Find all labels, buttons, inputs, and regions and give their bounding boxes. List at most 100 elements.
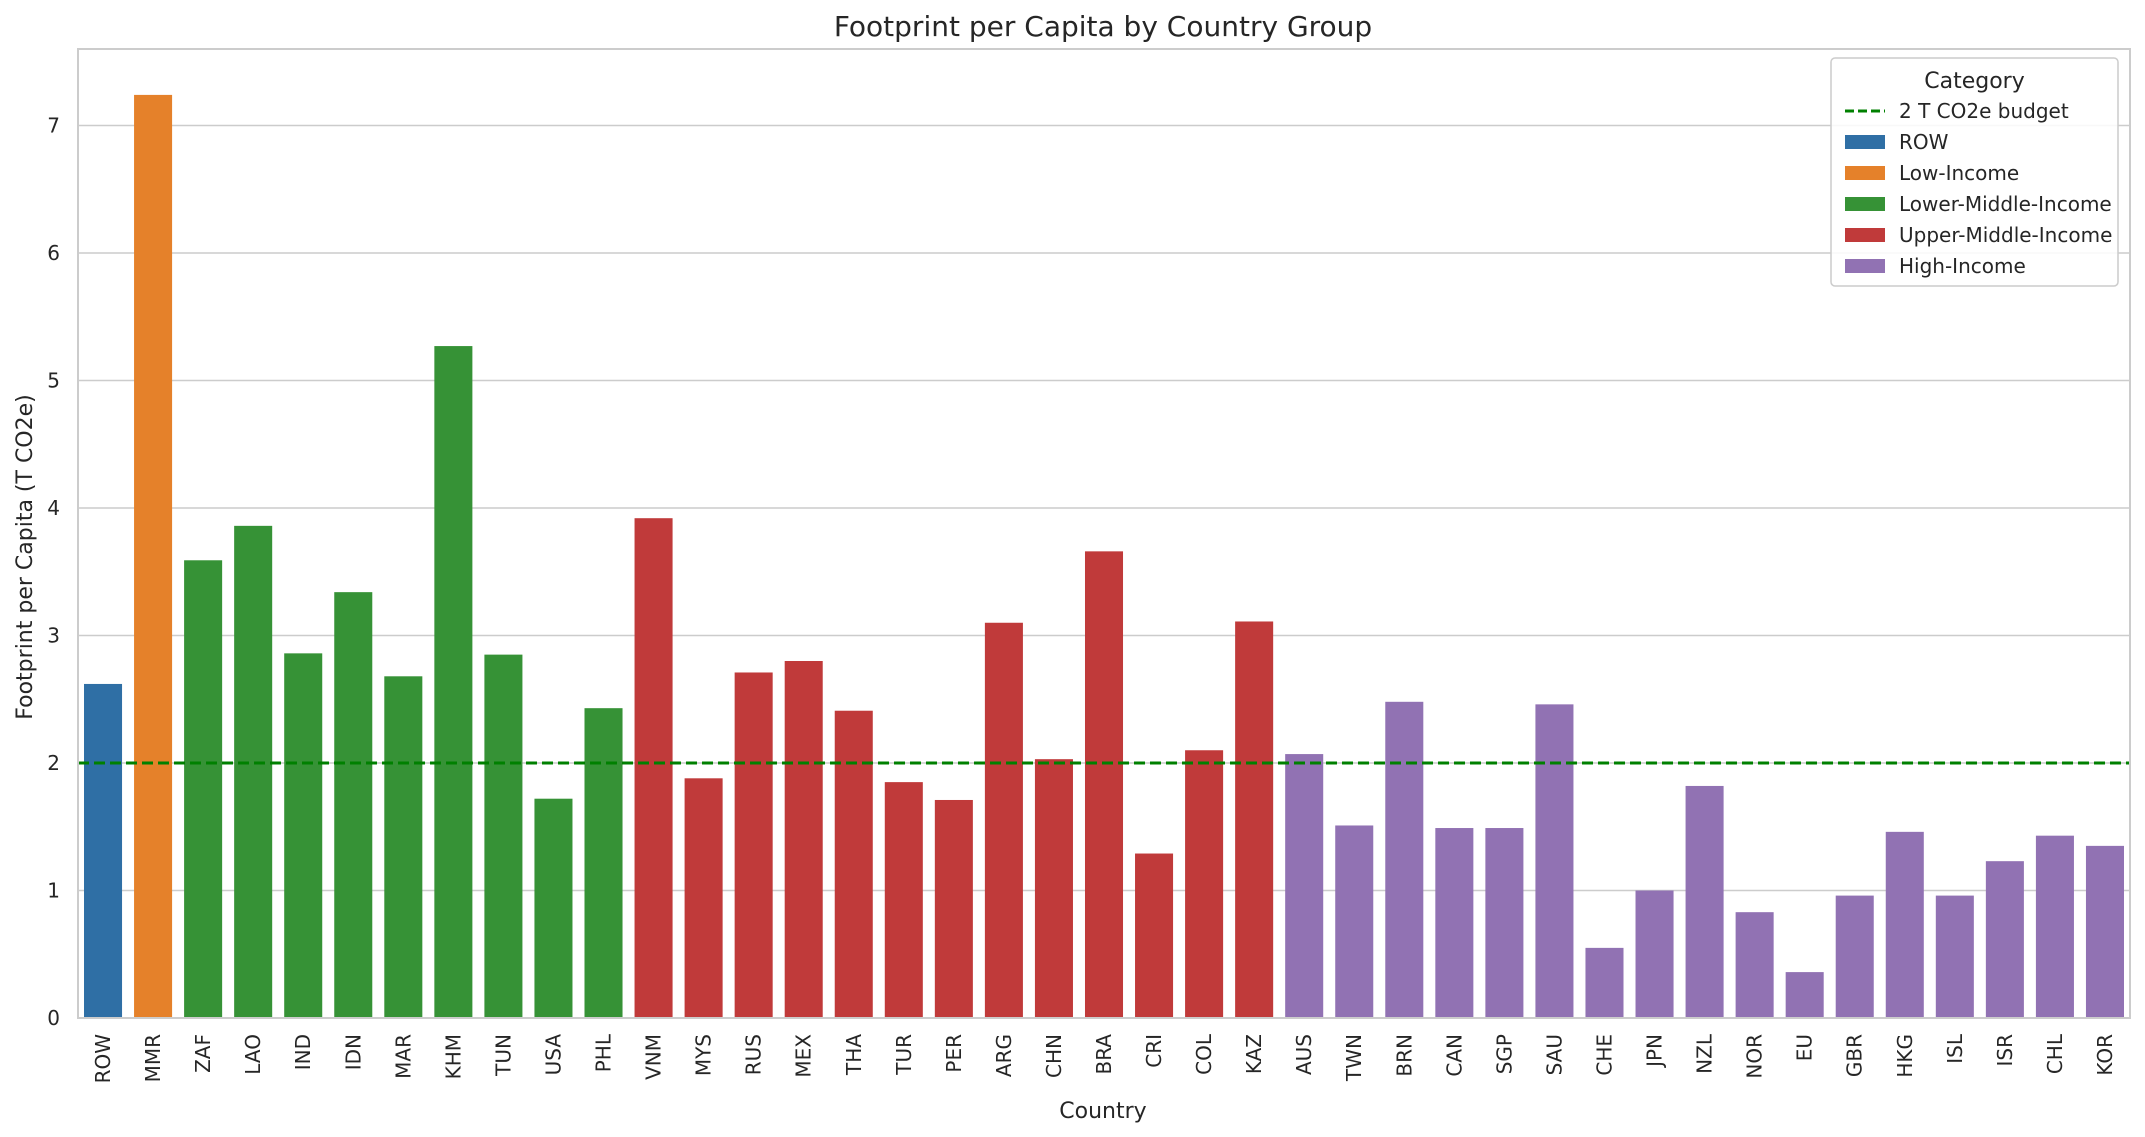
x-tick-label: SAU — [1542, 1034, 1566, 1075]
bar-mex — [784, 661, 823, 1018]
x-tick-label: SGP — [1492, 1034, 1516, 1074]
bar-bra — [1084, 551, 1124, 1018]
x-tick-label: MAR — [391, 1034, 415, 1079]
x-tick-label: RUS — [742, 1034, 766, 1075]
bar-phl — [584, 708, 623, 1018]
y-tick-label: 6 — [47, 241, 60, 265]
bar-rus — [734, 672, 773, 1018]
bar-chn — [1034, 759, 1073, 1018]
bars — [84, 94, 2124, 1018]
x-tick-label: COL — [1192, 1033, 1216, 1075]
x-tick-label: BRA — [1092, 1034, 1116, 1075]
x-tick-label: MYS — [692, 1034, 716, 1076]
legend-label: High-Income — [1899, 254, 2026, 278]
bar-mmr — [134, 94, 173, 1018]
x-tick-label: TUN — [491, 1034, 515, 1077]
legend-title: Category — [1924, 69, 2025, 94]
bar-tun — [484, 654, 523, 1018]
x-tick-label: AUS — [1292, 1034, 1316, 1075]
bar-nor — [1735, 912, 1774, 1018]
y-tick-labels: 0 1 2 3 4 5 6 7 — [47, 114, 60, 1031]
bar-isl — [1935, 895, 1974, 1018]
x-tick-label: ISR — [1993, 1034, 2017, 1067]
y-tick-label: 3 — [47, 624, 60, 648]
plot-frame — [77, 48, 2131, 1019]
x-tick-label: EU — [1793, 1034, 1817, 1061]
bar-che — [1585, 947, 1624, 1018]
bar-eu — [1785, 972, 1824, 1018]
x-tick-label: VNM — [642, 1034, 666, 1080]
chart-title: Footprint per Capita by Country Group — [834, 10, 1372, 43]
x-tick-label: JPN — [1643, 1034, 1667, 1069]
bar-lao — [234, 525, 273, 1018]
legend-label: Low-Income — [1899, 161, 2019, 185]
legend-box — [1830, 57, 2119, 287]
bar-sau — [1535, 704, 1574, 1018]
x-tick-label: ZAF — [191, 1034, 215, 1073]
legend-swatch — [1845, 135, 1885, 149]
bar-twn — [1335, 825, 1374, 1018]
bar-vnm — [634, 518, 673, 1018]
bar-col — [1185, 750, 1224, 1018]
bar-brn — [1385, 701, 1424, 1018]
x-tick-label: TUR — [892, 1034, 916, 1076]
bar-per — [934, 799, 973, 1018]
bar-row — [84, 683, 123, 1018]
x-tick-label: ARG — [992, 1034, 1016, 1077]
bar-arg — [984, 622, 1023, 1018]
bar-cri — [1135, 853, 1174, 1018]
x-tick-label: USA — [541, 1034, 565, 1076]
x-tick-label: LAO — [241, 1034, 265, 1075]
y-tick-label: 5 — [47, 369, 60, 393]
legend-swatch — [1845, 228, 1885, 242]
legend: Category 2 T CO2e budget ROW Low-Income Lowe… — [1830, 57, 2119, 287]
x-tick-label: IDN — [341, 1034, 365, 1070]
legend-label: Upper-Middle-Income — [1899, 223, 2112, 247]
bar-mar — [384, 676, 423, 1018]
bar-kaz — [1235, 621, 1274, 1018]
x-tick-labels: ROW MMR ZAF LAO IND IDN MAR KHM TUN USA PHL VNM MYS R… — [91, 1033, 2117, 1083]
y-tick-label: 2 — [47, 751, 60, 775]
bar-gbr — [1835, 895, 1874, 1018]
x-tick-label: MEX — [792, 1034, 816, 1078]
x-tick-label: PHL — [592, 1033, 616, 1072]
bar-can — [1435, 828, 1474, 1018]
x-tick-label: PER — [942, 1034, 966, 1073]
bar-ind — [284, 653, 323, 1018]
bar-idn — [334, 592, 373, 1018]
x-tick-label: IND — [291, 1034, 315, 1070]
x-tick-label: CHN — [1042, 1034, 1066, 1078]
y-tick-label: 1 — [47, 879, 60, 903]
x-tick-label: KOR — [2093, 1034, 2117, 1076]
x-tick-label: HKG — [1893, 1034, 1917, 1078]
x-tick-label: CHL — [2043, 1033, 2067, 1074]
bar-tha — [834, 710, 873, 1018]
bar-jpn — [1635, 890, 1674, 1018]
bar-chl — [2035, 835, 2074, 1018]
bar-mys — [684, 778, 723, 1018]
x-axis-label: Country — [1059, 1099, 1146, 1124]
bar-hkg — [1885, 831, 1924, 1018]
bar-sgp — [1485, 828, 1524, 1018]
x-tick-label: NZL — [1693, 1033, 1717, 1074]
bar-aus — [1285, 754, 1324, 1018]
x-tick-label: KHM — [441, 1034, 465, 1079]
x-tick-label: CAN — [1442, 1034, 1466, 1077]
bar-khm — [434, 346, 473, 1018]
x-tick-label: CRI — [1142, 1034, 1166, 1068]
x-tick-label: MMR — [141, 1034, 165, 1083]
x-tick-label: ISL — [1943, 1033, 1967, 1064]
legend-swatch — [1845, 259, 1885, 273]
bar-tur — [884, 782, 923, 1018]
y-tick-label: 0 — [47, 1006, 60, 1030]
y-tick-label: 7 — [47, 114, 60, 138]
legend-label: ROW — [1899, 130, 1949, 154]
x-tick-label: BRN — [1392, 1034, 1416, 1077]
legend-label-budget: 2 T CO2e budget — [1899, 99, 2069, 123]
x-tick-label: THA — [842, 1034, 866, 1076]
y-axis-label: Footprint per Capita (T CO2e) — [13, 394, 38, 719]
x-tick-label: GBR — [1843, 1034, 1867, 1077]
legend-swatch — [1845, 197, 1885, 211]
legend-swatch — [1845, 166, 1885, 180]
